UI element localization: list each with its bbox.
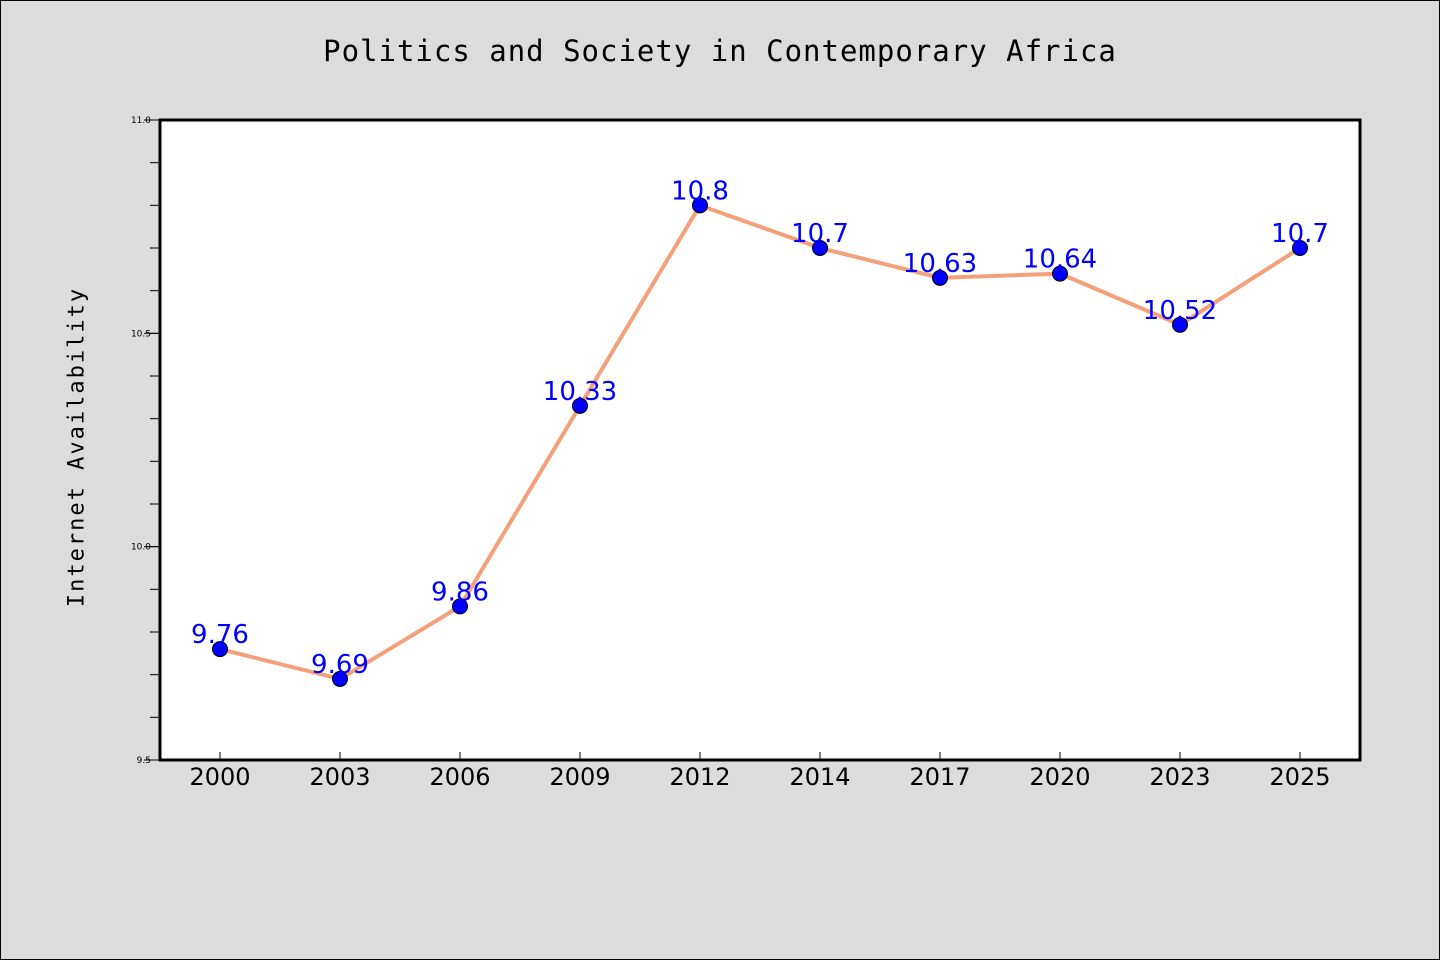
data-label: 9.86 [431,577,489,607]
data-point [1052,265,1068,282]
x-tick-label: 2000 [189,763,250,791]
x-tick-label: 2012 [669,763,730,791]
data-point [1292,240,1308,256]
data-point [332,670,348,687]
y-tick-label: 10.0 [131,543,151,553]
data-label: 10.63 [903,249,977,279]
y-tick-label: 11.0 [131,116,151,126]
data-label: 9.76 [191,620,249,650]
x-tick-label: 2014 [789,763,850,791]
x-tick-label: 2025 [1269,763,1330,791]
data-point [932,269,948,286]
data-point [572,397,588,414]
x-tick-label: 2023 [1149,763,1210,791]
data-point [212,641,228,658]
y-tick-label: 10.5 [131,329,151,339]
data-label: 10.8 [671,176,729,206]
data-label: 10.52 [1143,296,1217,326]
y-tick-label: 9.5 [137,756,151,766]
x-tick-label: 2017 [909,763,970,791]
data-label: 10.7 [791,219,849,249]
data-label: 9.69 [311,650,369,680]
data-label: 10.33 [543,377,617,407]
data-label: 10.7 [1271,219,1329,249]
data-point [812,240,828,256]
data-point [692,197,708,214]
data-point [1172,316,1188,333]
x-tick-label: 2003 [309,763,370,791]
data-point [452,598,468,615]
series-line [219,203,1302,681]
x-tick-label: 2020 [1029,763,1090,791]
data-label: 10.64 [1023,245,1097,275]
chart-title: Politics and Society in Contemporary Afr… [323,34,1117,68]
x-tick-label: 2009 [549,763,610,791]
x-tick-label: 2006 [429,763,490,791]
